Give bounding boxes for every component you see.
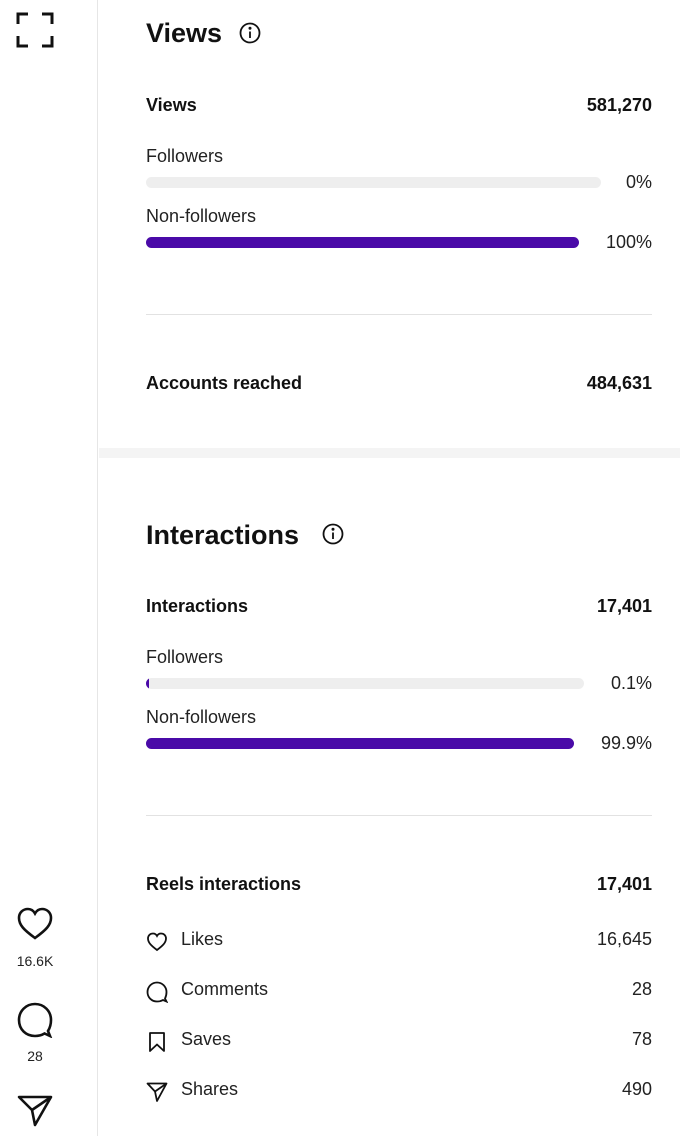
views-nonfollowers-label: Non-followers — [146, 206, 257, 226]
heart-icon — [147, 932, 167, 952]
views-followers-label: Followers — [146, 146, 224, 166]
divider — [146, 815, 652, 816]
likes-value: 16,645 — [596, 929, 652, 949]
interactions-nonfollowers-label: Non-followers — [146, 707, 257, 727]
shares-row: Shares 490 — [146, 1079, 652, 1105]
info-icon[interactable] — [322, 523, 344, 545]
comment-icon[interactable] — [17, 1002, 53, 1038]
interactions-followers-bar-fill — [146, 678, 149, 689]
reels-interactions-label: Reels interactions — [146, 874, 302, 894]
views-nonfollowers-bar-fill — [146, 237, 579, 248]
views-nonfollowers-percent: 100% — [605, 232, 652, 252]
comments-label: Comments — [181, 979, 269, 999]
likes-label: Likes — [181, 929, 224, 949]
likes-count: 16.6K — [16, 953, 54, 969]
accounts-reached-value: 484,631 — [586, 373, 652, 393]
interactions-nonfollowers-percent: 99.9% — [600, 733, 652, 753]
views-section-title: Views — [146, 18, 223, 48]
interactions-section-title: Interactions — [146, 520, 300, 550]
interactions-followers-percent: 0.1% — [610, 673, 652, 693]
divider — [146, 314, 652, 315]
expand-icon[interactable] — [16, 12, 54, 48]
saves-value: 78 — [631, 1029, 652, 1049]
views-nonfollowers-bar — [146, 237, 579, 248]
info-icon[interactable] — [239, 22, 261, 44]
accounts-reached-label: Accounts reached — [146, 373, 303, 393]
interactions-followers-label: Followers — [146, 647, 224, 667]
section-separator — [99, 448, 680, 458]
likes-row: Likes 16,645 — [146, 929, 652, 955]
left-action-rail: 16.6K 28 — [0, 0, 98, 1136]
insights-panel: Views Views 581,270 Followers 0% Non-fol… — [99, 0, 680, 1136]
views-followers-bar — [146, 177, 601, 188]
comment-icon — [146, 981, 168, 1003]
views-total-value: 581,270 — [586, 95, 652, 115]
shares-value: 490 — [621, 1079, 652, 1099]
comments-count: 28 — [27, 1048, 43, 1064]
interactions-total-value: 17,401 — [596, 596, 652, 616]
saves-label: Saves — [181, 1029, 232, 1049]
like-icon[interactable] — [16, 906, 54, 942]
share-icon — [146, 1082, 168, 1102]
views-followers-percent: 0% — [625, 172, 652, 192]
comments-value: 28 — [631, 979, 652, 999]
interactions-followers-bar — [146, 678, 584, 689]
bookmark-icon — [149, 1032, 165, 1052]
reels-interactions-value: 17,401 — [596, 874, 652, 894]
interactions-total-label: Interactions — [146, 596, 249, 616]
saves-row: Saves 78 — [146, 1029, 652, 1055]
interactions-nonfollowers-bar-fill — [146, 738, 574, 749]
interactions-nonfollowers-bar — [146, 738, 574, 749]
share-icon[interactable] — [17, 1094, 53, 1128]
comments-row: Comments 28 — [146, 979, 652, 1005]
shares-label: Shares — [181, 1079, 239, 1099]
views-total-label: Views — [146, 95, 197, 115]
